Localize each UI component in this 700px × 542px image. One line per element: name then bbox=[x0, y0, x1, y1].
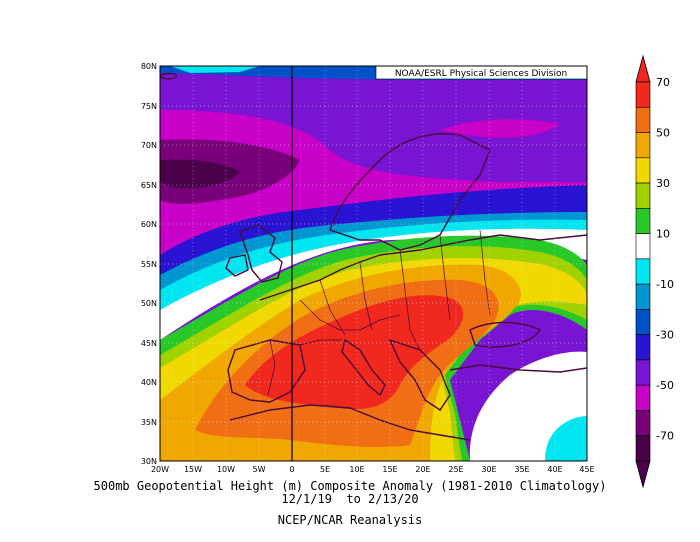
lon-label: 10E bbox=[349, 465, 364, 474]
anomaly-band-navy bbox=[160, 185, 587, 290]
lon-label: 40E bbox=[547, 465, 562, 474]
colorbar-tick-label: 70 bbox=[656, 76, 670, 89]
colorbar-tick-label: -70 bbox=[656, 430, 674, 443]
colorbar-swatch bbox=[635, 157, 651, 184]
lat-label: 50N bbox=[141, 299, 157, 308]
lat-label: 35N bbox=[141, 418, 157, 427]
anomaly-core-red bbox=[245, 295, 464, 410]
caption-title: 500mb Geopotential Height (m) Composite … bbox=[93, 479, 607, 493]
lon-label: 10W bbox=[217, 465, 235, 474]
lat-axis: 80N 75N 70N 65N 60N 55N 50N 45N 40N 35N … bbox=[141, 62, 157, 466]
colorbar-swatch bbox=[635, 208, 651, 234]
lat-label: 30N bbox=[141, 457, 157, 466]
colorbar-swatch bbox=[635, 182, 651, 209]
colorbar-swatch bbox=[635, 233, 651, 260]
lat-label: 60N bbox=[141, 220, 157, 229]
lon-label: 0 bbox=[289, 465, 294, 474]
colorbar-tick-label: -10 bbox=[656, 278, 674, 291]
colorbar: 70 50 30 10 -10 -30 -50 -70 bbox=[635, 54, 674, 489]
lon-label: 5W bbox=[253, 465, 266, 474]
lon-label: 25E bbox=[448, 465, 463, 474]
anomaly-band-north-cyan bbox=[170, 66, 260, 73]
lon-label: 15W bbox=[184, 465, 202, 474]
caption-source: NCEP/NCAR Reanalysis bbox=[277, 513, 423, 527]
anomaly-patch-magenta-scandinavia bbox=[440, 119, 560, 138]
lat-label: 45N bbox=[141, 339, 157, 348]
credit-box bbox=[375, 66, 587, 80]
colorbar-swatch bbox=[635, 334, 651, 361]
lat-label: 70N bbox=[141, 141, 157, 150]
lat-label: 55N bbox=[141, 260, 157, 269]
colorbar-swatch bbox=[635, 132, 651, 159]
lon-label: 15E bbox=[382, 465, 397, 474]
map-panel: NOAA/ESRL Physical Sciences Division bbox=[160, 66, 587, 461]
colorbar-swatch bbox=[635, 258, 651, 285]
lon-label: 45E bbox=[579, 465, 594, 474]
colorbar-tick-label: 10 bbox=[656, 228, 670, 241]
lon-label: 20W bbox=[151, 465, 169, 474]
colorbar-swatch bbox=[635, 106, 651, 133]
colorbar-swatch bbox=[635, 81, 651, 108]
colorbar-swatches bbox=[635, 54, 651, 489]
anomaly-band-cyan bbox=[160, 219, 587, 312]
colorbar-swatch bbox=[635, 384, 651, 411]
colorbar-tick-label: 30 bbox=[656, 177, 670, 190]
colorbar-arrow-top bbox=[635, 54, 651, 83]
lon-label: 35E bbox=[514, 465, 529, 474]
lon-axis: 20W 15W 10W 5W 0 5E 10E 15E 20E 25E 30E … bbox=[151, 465, 595, 474]
lat-label: 80N bbox=[141, 62, 157, 71]
anomaly-low-cyan bbox=[545, 416, 587, 461]
colorbar-tick-label: -50 bbox=[656, 379, 674, 392]
colorbar-swatch bbox=[635, 435, 651, 462]
credit-text: NOAA/ESRL Physical Sciences Division bbox=[395, 69, 567, 79]
map-frame bbox=[159, 65, 588, 462]
lon-label: 20E bbox=[415, 465, 430, 474]
colorbar-arrow-bottom bbox=[635, 460, 651, 489]
lon-label: 5E bbox=[320, 465, 330, 474]
lat-label: 40N bbox=[141, 378, 157, 387]
colorbar-swatch bbox=[635, 410, 651, 437]
country-borders bbox=[267, 229, 491, 396]
coastlines bbox=[160, 72, 587, 441]
colorbar-tick-label: 50 bbox=[656, 127, 670, 140]
colorbar-swatch bbox=[635, 359, 651, 386]
anomaly-core-darkest bbox=[160, 159, 240, 189]
lon-label: 30E bbox=[481, 465, 496, 474]
lat-label: 65N bbox=[141, 181, 157, 190]
colorbar-swatch bbox=[635, 309, 651, 335]
lat-label: 75N bbox=[141, 102, 157, 111]
caption-dates: 12/1/19 to 2/13/20 bbox=[281, 492, 419, 506]
colorbar-swatch bbox=[635, 283, 651, 310]
colorbar-tick-label: -30 bbox=[656, 329, 674, 342]
colorbar-labels: 70 50 30 10 -10 -30 -50 -70 bbox=[656, 76, 674, 443]
